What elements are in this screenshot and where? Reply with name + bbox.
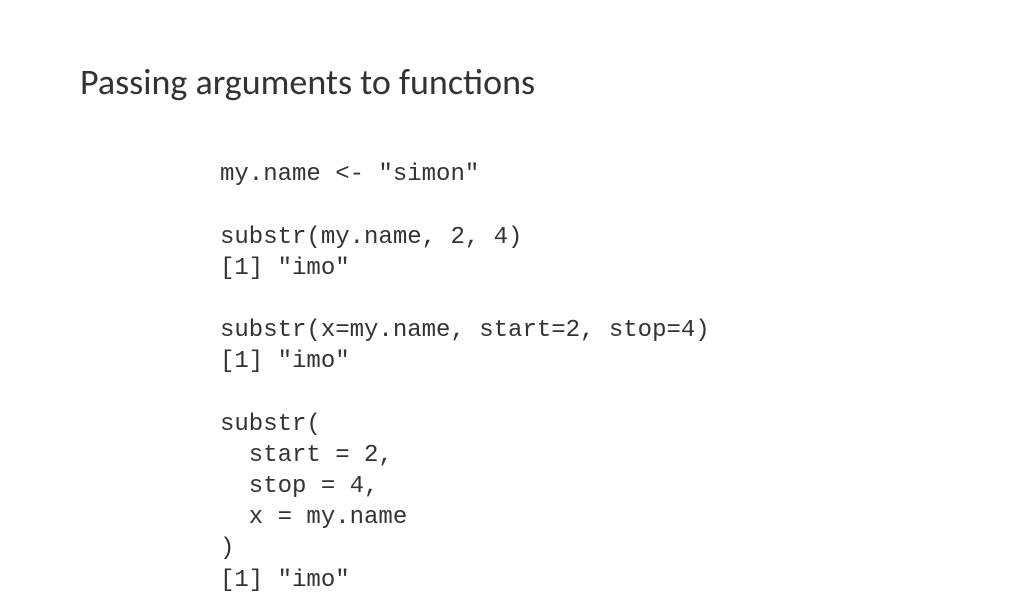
code-line: [1] "imo"	[220, 255, 350, 282]
code-line: x = my.name	[220, 504, 407, 531]
code-line: my.name <- "simon"	[220, 161, 479, 188]
slide-title: Passing arguments to functions	[80, 60, 944, 104]
code-line: [1] "imo"	[220, 348, 350, 375]
code-line: start = 2,	[220, 442, 393, 469]
code-line: substr(my.name, 2, 4)	[220, 224, 522, 251]
code-line: stop = 4,	[220, 473, 378, 500]
code-line: substr(	[220, 411, 321, 438]
code-line: [1] "imo"	[220, 567, 350, 594]
code-line: substr(x=my.name, start=2, stop=4)	[220, 317, 710, 344]
code-line: )	[220, 535, 234, 562]
code-block: my.name <- "simon" substr(my.name, 2, 4)…	[220, 128, 944, 596]
